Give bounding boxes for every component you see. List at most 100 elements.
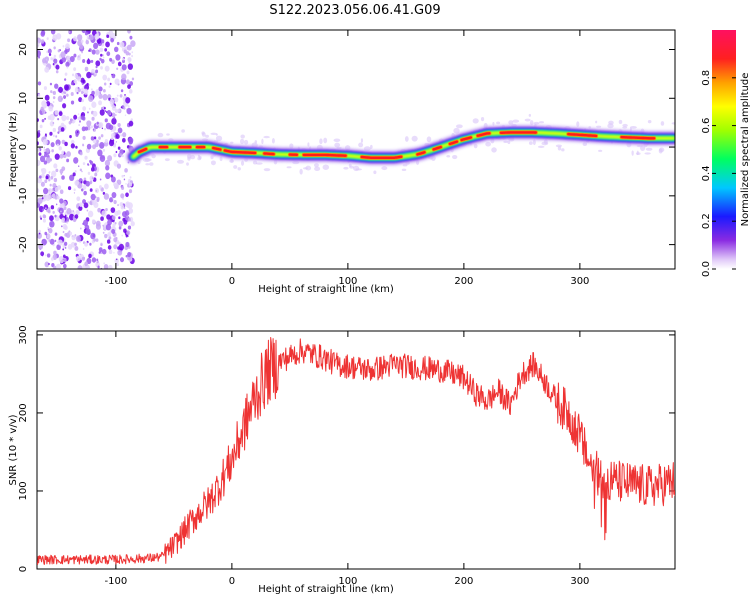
halo-blob — [381, 166, 387, 170]
noise-blob — [47, 253, 50, 257]
halo-blob — [263, 136, 269, 138]
noise-blob — [80, 168, 82, 171]
noise-blob — [54, 215, 56, 218]
noise-blob — [43, 215, 46, 218]
noise-blob — [64, 142, 68, 146]
noise-blob — [70, 56, 75, 62]
noise-blob — [60, 259, 64, 264]
noise-blob — [66, 208, 71, 215]
halo-blob — [334, 143, 340, 148]
noise-blob — [88, 254, 92, 258]
halo-blob — [534, 122, 540, 125]
noise-blob — [102, 225, 104, 227]
noise-blob — [69, 135, 72, 138]
x-tick-label: -100 — [105, 276, 128, 287]
noise-blob — [74, 180, 79, 186]
noise-blob — [109, 140, 114, 146]
halo-blob — [319, 138, 322, 144]
noise-blob — [113, 244, 117, 249]
noise-blob — [122, 211, 127, 217]
noise-blob — [117, 123, 120, 127]
noise-blob — [47, 159, 49, 161]
noise-blob — [112, 215, 116, 220]
noise-blob — [107, 78, 110, 82]
noise-blob — [88, 211, 93, 218]
ridge-peak-core — [213, 148, 220, 150]
noise-blob — [74, 246, 78, 251]
noise-blob — [53, 63, 55, 65]
noise-blob — [40, 251, 44, 256]
halo-blob — [402, 169, 407, 171]
noise-blob — [82, 257, 85, 261]
noise-blob — [53, 58, 57, 63]
noise-blob — [116, 151, 118, 153]
noise-blob — [127, 57, 131, 62]
x-tick-label: 0 — [229, 576, 235, 587]
noise-blob — [104, 183, 109, 189]
noise-blob — [96, 198, 99, 202]
noise-blob — [77, 34, 82, 41]
noise-blob — [106, 51, 110, 56]
colorbar-tick-label: 0.4 — [701, 165, 712, 181]
noise-blob — [73, 172, 76, 176]
halo-blob — [538, 146, 545, 148]
noise-blob — [105, 173, 110, 180]
noise-blob — [46, 148, 50, 153]
noise-blob — [100, 109, 105, 115]
noise-blob — [84, 156, 87, 160]
noise-blob — [40, 107, 43, 111]
noise-blob — [121, 73, 126, 80]
y-axis-label: SNR (10 * v/v) — [8, 414, 19, 485]
noise-blob — [58, 49, 60, 52]
noise-blob — [50, 176, 53, 180]
noise-blob — [74, 192, 75, 194]
noise-blob — [83, 162, 85, 165]
noise-blob — [80, 227, 82, 229]
noise-blob — [127, 84, 131, 89]
noise-blob — [56, 204, 57, 206]
noise-blob — [116, 67, 118, 70]
halo-blob — [512, 120, 519, 123]
halo-blob — [631, 150, 633, 155]
noise-blob — [65, 72, 68, 75]
halo-blob — [349, 164, 352, 167]
noise-blob — [117, 95, 119, 97]
noise-blob — [113, 237, 117, 242]
noise-blob — [99, 185, 102, 189]
noise-blob — [36, 50, 41, 57]
halo-blob — [177, 160, 184, 164]
noise-blob — [113, 153, 116, 157]
noise-blob — [45, 133, 47, 135]
noise-blob — [125, 183, 126, 185]
noise-blob — [126, 108, 131, 115]
halo-blob — [452, 155, 457, 159]
halo-blob — [558, 146, 561, 150]
noise-blob — [45, 176, 48, 180]
noise-blob — [62, 248, 64, 250]
noise-blob — [132, 77, 134, 80]
noise-blob — [121, 235, 122, 237]
halo-blob — [307, 142, 309, 146]
noise-blob — [55, 65, 59, 70]
y-tick-label: 100 — [18, 481, 29, 500]
noise-blob — [98, 136, 101, 139]
noise-blob — [86, 83, 88, 86]
noise-blob — [51, 149, 54, 152]
noise-blob — [119, 153, 121, 156]
noise-blob — [101, 134, 104, 137]
noise-blob — [118, 147, 121, 150]
noise-blob — [105, 42, 110, 48]
noise-blob — [117, 210, 121, 215]
noise-blob — [99, 58, 101, 61]
noise-blob — [55, 110, 59, 115]
noise-blob — [120, 257, 124, 262]
noise-blob — [66, 159, 69, 163]
noise-blob — [85, 228, 90, 234]
noise-blob — [50, 239, 55, 245]
noise-blob — [40, 31, 45, 37]
noise-blob — [125, 242, 129, 247]
noise-blob — [45, 95, 50, 101]
noise-blob — [53, 122, 55, 124]
noise-blob — [122, 58, 124, 61]
